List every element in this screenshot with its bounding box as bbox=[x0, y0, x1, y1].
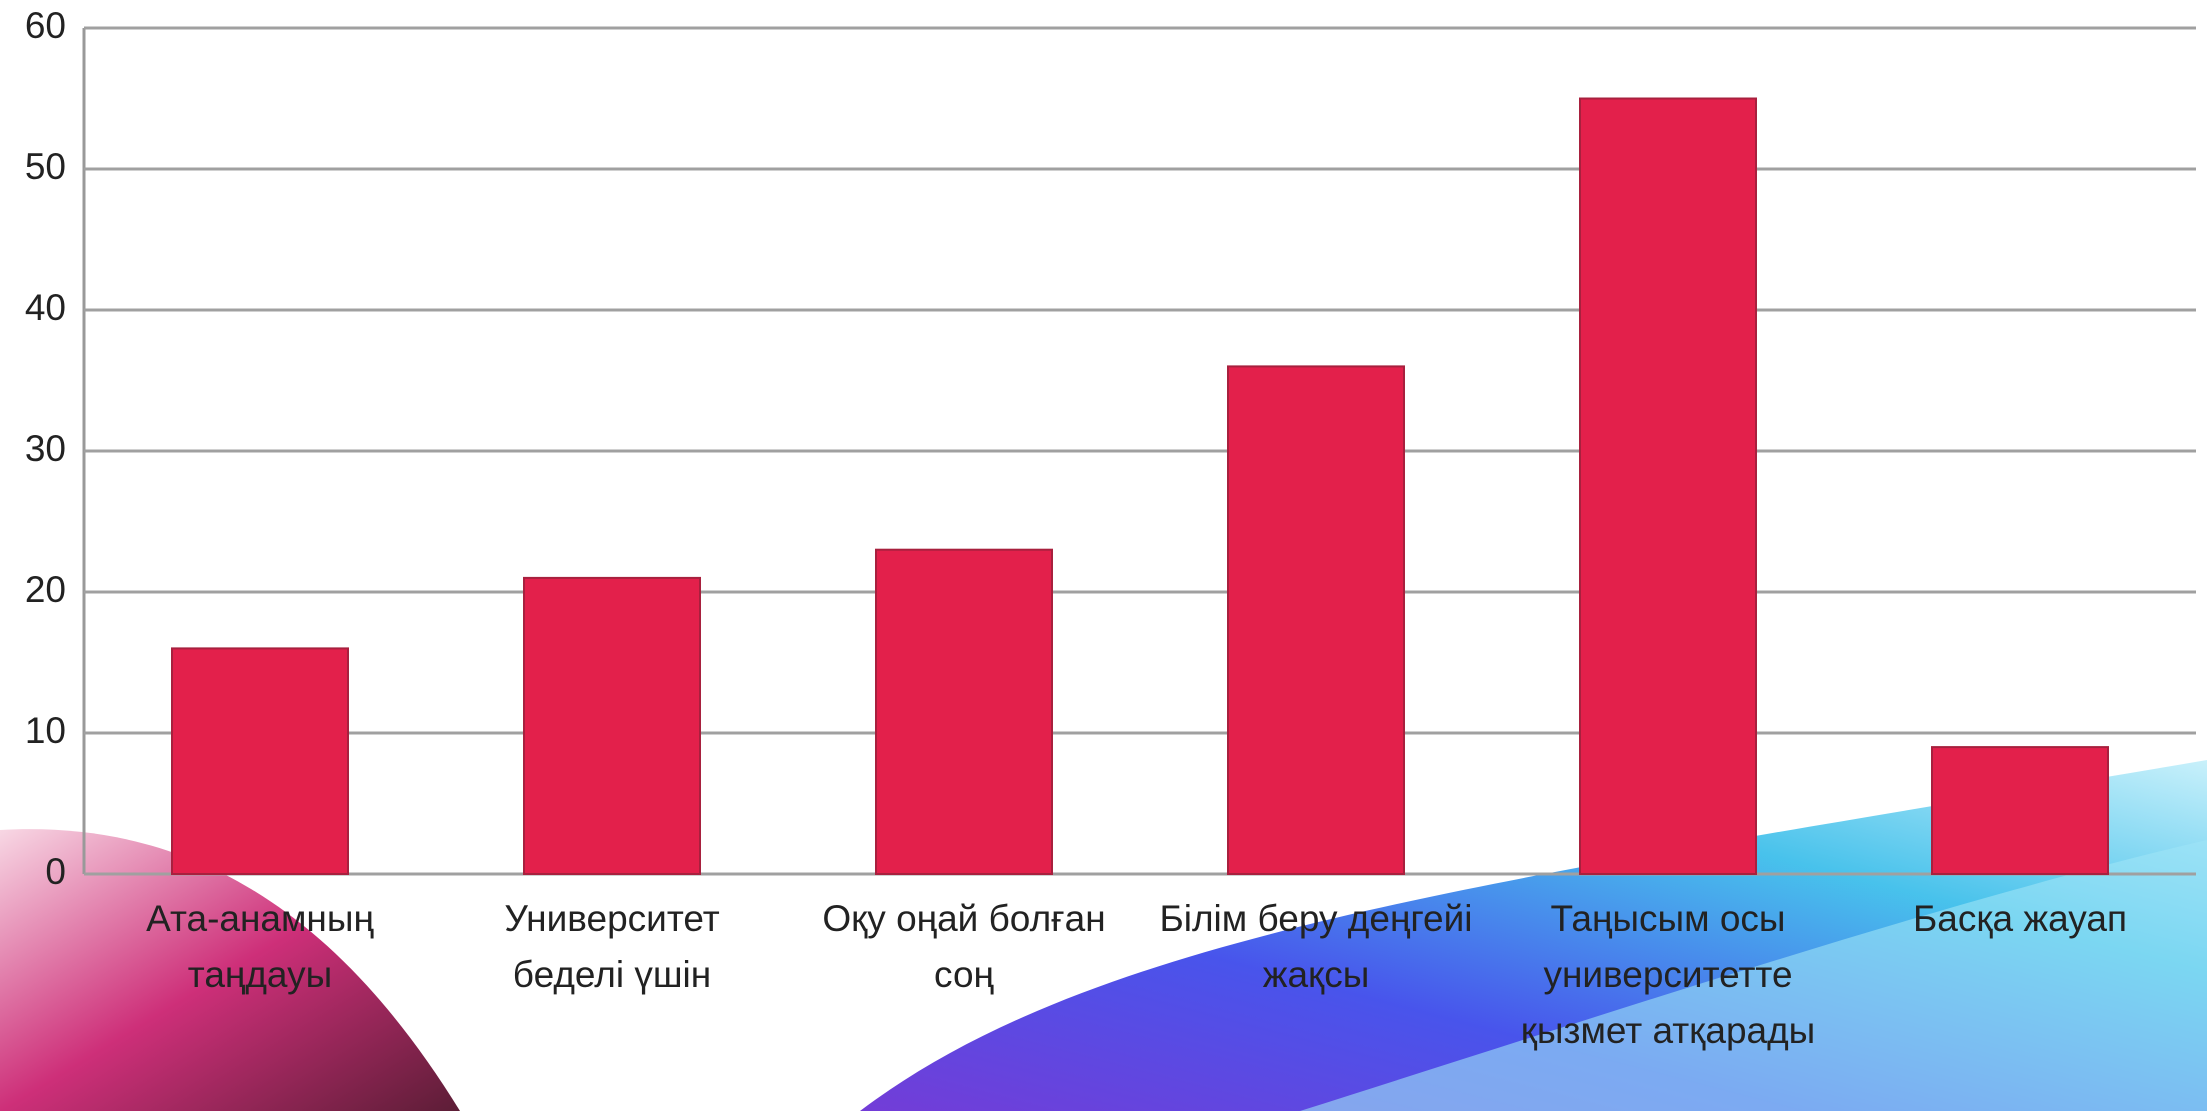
decoration bbox=[0, 760, 2207, 1111]
x-tick-label: Білім беру деңгейі жақсы bbox=[1159, 898, 1473, 995]
bar bbox=[1931, 746, 2109, 875]
bar bbox=[875, 548, 1053, 875]
y-tick-label: 60 bbox=[25, 5, 66, 46]
bar bbox=[171, 647, 349, 876]
y-tick-label: 50 bbox=[25, 146, 66, 187]
x-tick-label: Университет беделі үшін bbox=[504, 898, 720, 995]
bar bbox=[523, 576, 701, 876]
x-tick-label: Таңысым осы университетте қызмет атқарад… bbox=[1520, 898, 1816, 1051]
y-tick-label: 30 bbox=[25, 428, 66, 469]
y-tick-label: 10 bbox=[25, 710, 66, 751]
x-tick-label: Басқа жауап bbox=[1912, 898, 2127, 939]
y-tick-label: 20 bbox=[25, 569, 66, 610]
x-tick-label: Оқу оңай болған соң bbox=[822, 898, 1106, 995]
bar bbox=[1227, 365, 1405, 875]
y-tick-label: 40 bbox=[25, 287, 66, 328]
y-tick-label: 0 bbox=[45, 851, 66, 892]
bar bbox=[1579, 97, 1757, 875]
x-tick-label: Ата-анамның таңдауы bbox=[146, 898, 374, 995]
